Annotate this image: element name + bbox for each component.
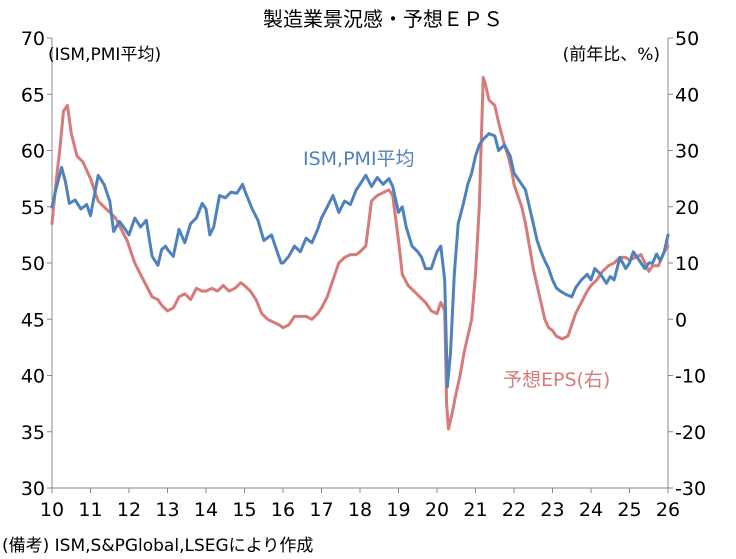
x-tick-label: 15 <box>232 499 256 521</box>
series-line-eps <box>50 75 670 431</box>
right-tick-label: 50 <box>675 28 699 50</box>
x-tick-label: 10 <box>40 499 64 521</box>
x-tick-label: 12 <box>117 499 141 521</box>
right-tick-label: 30 <box>675 141 699 163</box>
left-tick-label: 70 <box>21 28 45 50</box>
right-tick-label: 0 <box>675 309 687 331</box>
x-tick-label: 17 <box>309 499 333 521</box>
x-tick-label: 20 <box>425 499 449 521</box>
source-note: (備考) ISM,S&PGlobal,LSEGにより作成 <box>2 536 313 556</box>
series-label-ism: ISM,PMI平均 <box>303 148 415 170</box>
x-tick-label: 16 <box>271 499 295 521</box>
right-tick-label: 20 <box>675 197 699 219</box>
right-tick-label: -10 <box>675 366 706 388</box>
left-tick-label: 40 <box>21 366 45 388</box>
right-axis-unit: (前年比、%) <box>563 45 660 65</box>
x-tick-label: 21 <box>463 499 487 521</box>
chart-title: 製造業景況感・予想ＥＰＳ <box>263 7 503 31</box>
x-tick-label: 19 <box>386 499 410 521</box>
left-tick-label: 50 <box>21 253 45 275</box>
x-tick-label: 24 <box>579 499 603 521</box>
x-tick-label: 18 <box>348 499 372 521</box>
left-tick-label: 55 <box>21 197 45 219</box>
right-tick-label: 10 <box>675 253 699 275</box>
x-tick-label: 14 <box>194 499 218 521</box>
left-axis-unit: (ISM,PMI平均) <box>48 45 161 65</box>
right-tick-label: -20 <box>675 422 706 444</box>
series-label-eps: 予想EPS(右) <box>503 369 610 391</box>
x-tick-label: 22 <box>502 499 526 521</box>
x-tick-label: 26 <box>656 499 680 521</box>
right-tick-label: -30 <box>675 478 706 500</box>
left-tick-label: 45 <box>21 309 45 331</box>
x-tick-label: 25 <box>617 499 641 521</box>
right-tick-label: 40 <box>675 84 699 106</box>
axes-group: 30 35 40 45 50 55 60 65 70 -30 -20 -10 0 10 20 30 40 50 10… <box>21 28 706 521</box>
left-tick-label: 35 <box>21 422 45 444</box>
series-line-ism-pmi <box>50 132 670 389</box>
left-tick-label: 65 <box>21 84 45 106</box>
x-tick-label: 23 <box>540 499 564 521</box>
x-tick-label: 13 <box>155 499 179 521</box>
left-tick-label: 30 <box>21 478 45 500</box>
series-layer <box>50 75 670 431</box>
left-tick-label: 60 <box>21 141 45 163</box>
x-tick-label: 11 <box>78 499 102 521</box>
